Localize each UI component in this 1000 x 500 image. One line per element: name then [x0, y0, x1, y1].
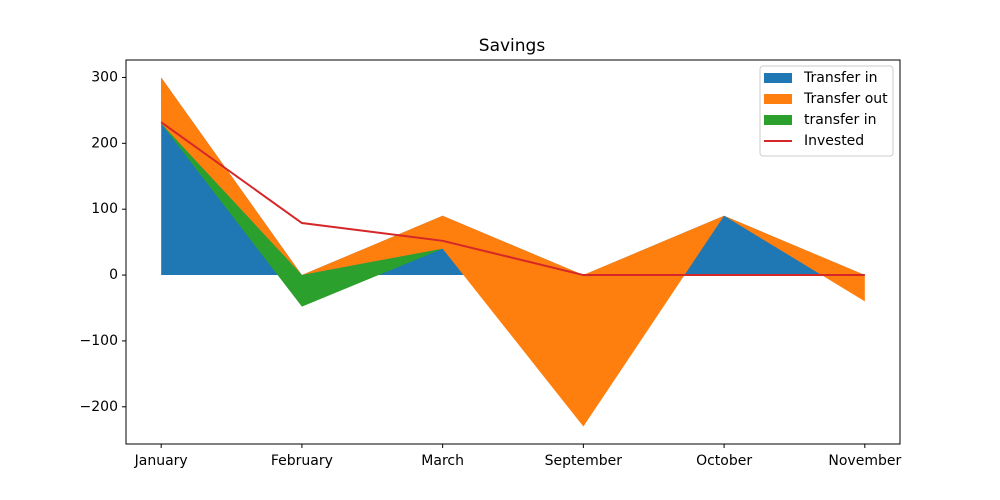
x-tick-label: March [421, 453, 464, 469]
y-tick-label: 200 [91, 135, 118, 151]
legend-label: Invested [804, 133, 864, 149]
x-tick-label: November [828, 453, 901, 469]
line [160, 121, 865, 277]
legend-label: Transfer out [803, 91, 888, 107]
y-tick-label: −200 [80, 399, 118, 415]
x-tick-label: January [134, 453, 188, 469]
y-tick-label: −100 [80, 333, 118, 349]
y-tick-label: 0 [109, 267, 118, 283]
legend-label: transfer in [804, 112, 877, 128]
chart-title: Savings [479, 36, 546, 56]
x-tick-label: September [545, 453, 623, 469]
y-tick-label: 300 [91, 69, 118, 85]
x-tick-label: October [696, 453, 752, 469]
legend-label: Transfer in [803, 70, 878, 86]
area [161, 123, 865, 427]
plot-frame [125, 59, 901, 445]
legend-swatch [764, 115, 792, 125]
legend-swatch [764, 73, 792, 83]
legend-box [759, 65, 894, 157]
x-tick-label: February [271, 453, 333, 469]
legend-swatch [764, 94, 792, 104]
y-tick-label: 100 [91, 201, 118, 217]
area [161, 77, 865, 427]
